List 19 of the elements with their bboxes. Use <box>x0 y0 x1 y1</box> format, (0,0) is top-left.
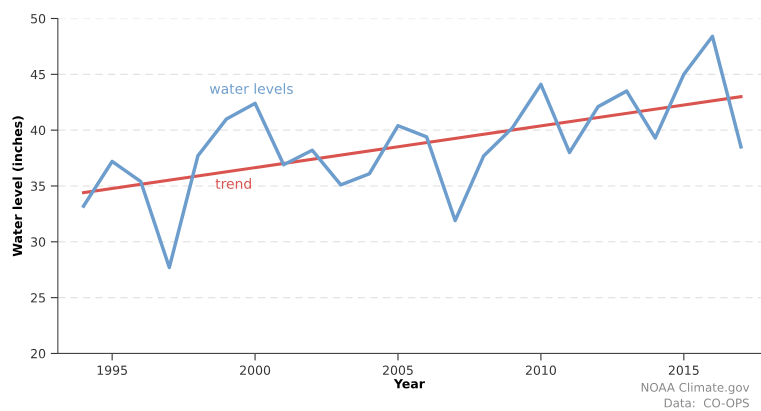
y-axis-title: Water level (inches) <box>12 116 24 256</box>
series-label: water levels <box>210 83 293 94</box>
y-tick-label: 20 <box>31 348 46 358</box>
y-tick-label: 30 <box>31 237 46 247</box>
x-tick-label: 2005 <box>382 365 413 375</box>
x-tick-label: 2010 <box>526 365 556 375</box>
y-tick-label: 40 <box>30 126 46 136</box>
x-tick-label: 2015 <box>668 365 699 375</box>
x-tick-label: 1995 <box>98 365 127 375</box>
text: Data: CO-OPS <box>664 398 749 408</box>
x-axis-title: Year <box>394 379 425 388</box>
y-tick-label: 50 <box>31 14 46 24</box>
text: NOAA Climate.gov <box>642 382 750 394</box>
y-tick-label: 35 <box>31 181 45 191</box>
y-tick-label: 25 <box>31 293 45 303</box>
line-series <box>82 34 743 270</box>
series-label: trend <box>216 178 251 189</box>
x-tick-label: 2000 <box>240 365 270 375</box>
y-tick-label: 45 <box>30 70 45 80</box>
